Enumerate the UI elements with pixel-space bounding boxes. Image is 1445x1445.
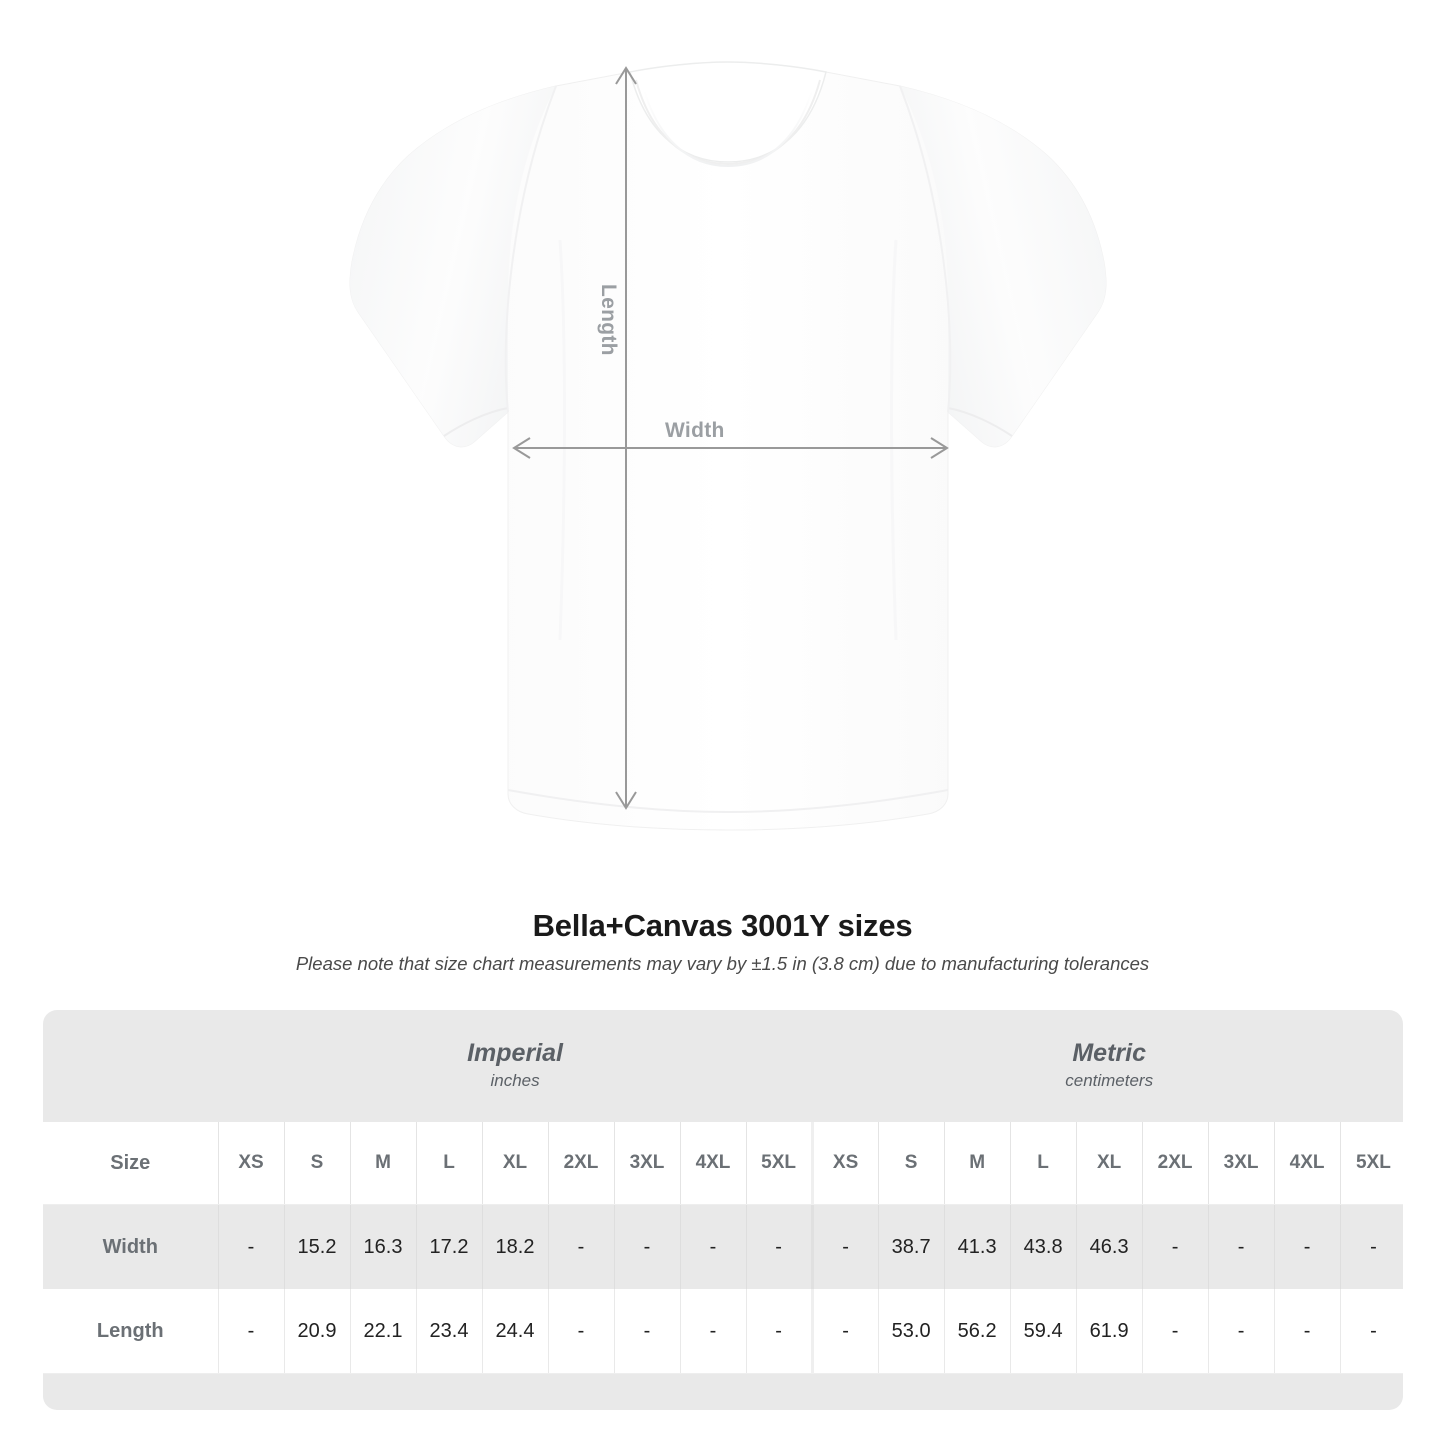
cell-width-imperial-4xl: - (679, 1204, 746, 1289)
cell-length-imperial-m: 22.1 (349, 1289, 416, 1374)
column-header-metric-xl: XL (1075, 1122, 1143, 1205)
cell-width-imperial-xl: 18.2 (481, 1204, 548, 1289)
cell-width-imperial-3xl: - (613, 1204, 680, 1289)
column-header-metric-xs: XS (810, 1122, 879, 1205)
column-header-imperial-4xl: 4XL (679, 1122, 746, 1205)
column-header-metric-3xl: 3XL (1207, 1122, 1275, 1205)
size-table: Imperial inches Metric centimeters Size … (43, 1010, 1403, 1410)
garment-diagram: Length Width (349, 61, 1107, 831)
column-header-imperial-l: L (415, 1122, 482, 1205)
cell-length-imperial-l: 23.4 (415, 1289, 482, 1374)
column-header-imperial-2xl: 2XL (547, 1122, 614, 1205)
column-header-metric-s: S (877, 1122, 945, 1205)
length-dimension-label: Length (597, 284, 620, 356)
cell-length-metric-s: 53.0 (877, 1289, 945, 1374)
cell-width-metric-s: 38.7 (877, 1204, 945, 1289)
row-label-width: Width (43, 1204, 218, 1289)
cell-length-imperial-5xl: - (745, 1289, 813, 1374)
cell-length-metric-l: 59.4 (1009, 1289, 1077, 1374)
table-row-length: Length - 20.9 22.1 23.4 24.4 - - - - - 5… (43, 1289, 1403, 1374)
column-header-metric-m: M (943, 1122, 1011, 1205)
table-footer-row (43, 1373, 1403, 1410)
cell-width-metric-5xl: - (1339, 1204, 1403, 1289)
unit-name-metric: Metric (1072, 1038, 1146, 1067)
cell-width-metric-xl: 46.3 (1075, 1204, 1143, 1289)
column-header-imperial-xl: XL (481, 1122, 548, 1205)
column-header-imperial-xs: XS (217, 1122, 284, 1205)
cell-length-imperial-xl: 24.4 (481, 1289, 548, 1374)
cell-width-metric-m: 41.3 (943, 1204, 1011, 1289)
measurement-arrows (512, 66, 949, 810)
unit-sub-imperial: inches (490, 1070, 540, 1090)
cell-width-imperial-l: 17.2 (415, 1204, 482, 1289)
cell-width-metric-xs: - (810, 1204, 879, 1289)
cell-length-metric-3xl: - (1207, 1289, 1275, 1374)
column-header-metric-4xl: 4XL (1273, 1122, 1341, 1205)
length-arrow-head-top (615, 66, 637, 85)
cell-length-imperial-4xl: - (679, 1289, 746, 1374)
cell-length-metric-5xl: - (1339, 1289, 1403, 1374)
width-arrow-head-left (512, 437, 531, 459)
column-header-metric-2xl: 2XL (1141, 1122, 1209, 1205)
cell-length-imperial-xs: - (217, 1289, 284, 1374)
cell-length-metric-xs: - (810, 1289, 879, 1374)
cell-length-imperial-2xl: - (547, 1289, 614, 1374)
unit-sub-metric: centimeters (1065, 1070, 1154, 1090)
column-header-imperial-s: S (283, 1122, 350, 1205)
cell-width-imperial-5xl: - (745, 1204, 813, 1289)
width-arrow-head-right (930, 437, 949, 459)
unit-section-metric: Metric centimeters (812, 1010, 1403, 1122)
row-label-length: Length (43, 1289, 218, 1374)
cell-length-metric-m: 56.2 (943, 1289, 1011, 1374)
size-header-row: Size XS S M L XL 2XL 3XL 4XL 5XL XS S M … (43, 1122, 1403, 1205)
cell-width-imperial-s: 15.2 (283, 1204, 350, 1289)
unit-name-imperial: Imperial (467, 1038, 563, 1067)
column-header-metric-5xl: 5XL (1339, 1122, 1403, 1205)
column-header-metric-l: L (1009, 1122, 1077, 1205)
cell-length-metric-4xl: - (1273, 1289, 1341, 1374)
cell-width-imperial-m: 16.3 (349, 1204, 416, 1289)
cell-length-imperial-s: 20.9 (283, 1289, 350, 1374)
tshirt-body (349, 61, 1107, 831)
cell-width-metric-2xl: - (1141, 1204, 1209, 1289)
column-header-imperial-m: M (349, 1122, 416, 1205)
cell-width-imperial-2xl: - (547, 1204, 614, 1289)
cell-length-imperial-3xl: - (613, 1289, 680, 1374)
unit-banner-spacer (43, 1010, 218, 1122)
column-header-imperial-3xl: 3XL (613, 1122, 680, 1205)
size-chart-table: Imperial inches Metric centimeters Size … (43, 1010, 1403, 1410)
unit-banner-row: Imperial inches Metric centimeters (43, 1010, 1403, 1122)
cell-width-imperial-xs: - (217, 1204, 284, 1289)
column-header-imperial-5xl: 5XL (745, 1122, 813, 1205)
cell-width-metric-l: 43.8 (1009, 1204, 1077, 1289)
width-dimension-label: Width (665, 419, 725, 442)
tshirt-illustration (349, 61, 1107, 831)
page-subtitle: Please note that size chart measurements… (295, 953, 1150, 974)
cell-width-metric-3xl: - (1207, 1204, 1275, 1289)
column-header-size: Size (43, 1122, 218, 1205)
unit-section-imperial: Imperial inches (218, 1010, 813, 1122)
cell-length-metric-xl: 61.9 (1075, 1289, 1143, 1374)
table-row-width: Width - 15.2 16.3 17.2 18.2 - - - - - 38… (43, 1204, 1403, 1289)
table-footer-bar (43, 1373, 1403, 1410)
length-arrow-head-bottom (615, 791, 637, 810)
page-title: Bella+Canvas 3001Y sizes (532, 908, 913, 943)
cell-length-metric-2xl: - (1141, 1289, 1209, 1374)
cell-width-metric-4xl: - (1273, 1204, 1341, 1289)
